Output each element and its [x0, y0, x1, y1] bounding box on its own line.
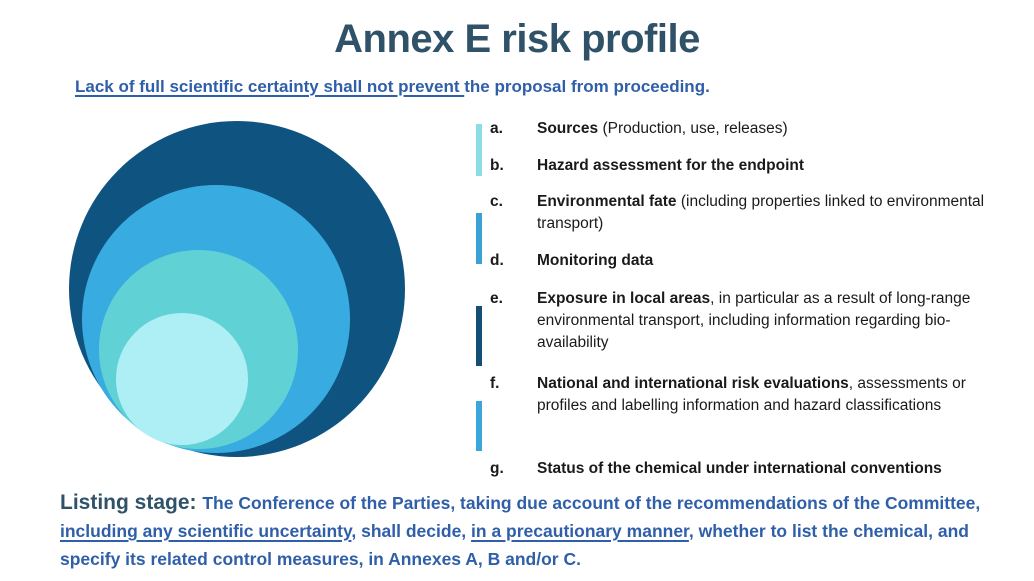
criteria-list: a. Sources (Production, use, releases) b… [470, 110, 1034, 482]
listing-segment-4-underlined: in a precautionary manner [471, 521, 689, 541]
listing-stage-label: Listing stage: [60, 491, 203, 514]
criteria-item-c: c. Environmental fate (including propert… [490, 191, 1003, 235]
item-letter: d. [490, 252, 504, 269]
criteria-item-f: f. National and international risk evalu… [490, 373, 1003, 417]
listing-segment-3: , shall decide, [351, 521, 472, 541]
item-letter: b. [490, 157, 504, 174]
item-text-bold: Status of the chemical under internation… [537, 460, 942, 477]
criteria-bar-4 [476, 401, 482, 451]
item-letter: c. [490, 193, 503, 210]
listing-stage-paragraph: Listing stage: The Conference of the Par… [60, 489, 1010, 573]
item-text-bold: National and international risk evaluati… [537, 375, 849, 392]
criteria-item-a: a. Sources (Production, use, releases) [490, 118, 1003, 140]
criteria-item-g: g. Status of the chemical under internat… [490, 458, 1003, 480]
item-text-rest: , in particular as a result of long-rang… [537, 290, 971, 351]
item-text-bold: Hazard assessment for the endpoint [537, 157, 805, 174]
item-letter: a. [490, 120, 503, 137]
item-text-bold: Exposure in local areas [537, 290, 711, 307]
item-text-rest: (including properties linked to environm… [537, 193, 985, 232]
subtitle-underlined-text: Lack of full scientific certainty shall … [75, 77, 465, 96]
item-letter: f. [490, 375, 500, 392]
page-title: Annex E risk profile [334, 17, 700, 61]
listing-segment-2-underlined: including any scientific uncertainty [60, 521, 352, 541]
listing-segment-5: , whether to list the chemical, and spec… [60, 521, 969, 569]
item-letter: g. [490, 460, 504, 477]
subtitle-rest-text: the proposal from proceeding. [464, 77, 710, 96]
criteria-item-b: b. Hazard assessment for the endpoint [490, 155, 1003, 177]
criteria-bar-1 [476, 124, 482, 176]
item-text-bold: Sources [537, 120, 599, 137]
item-letter: e. [490, 290, 503, 307]
subtitle: Lack of full scientific certainty shall … [75, 75, 710, 99]
criteria-bar-3 [476, 306, 482, 366]
criteria-bar-2 [476, 213, 482, 264]
criteria-item-e: e. Exposure in local areas, in particula… [490, 288, 1003, 354]
inner-circle [116, 313, 248, 445]
item-text-bold: Environmental fate [537, 193, 677, 210]
criteria-item-d: d. Monitoring data [490, 250, 1003, 272]
item-text-rest: , assessments or profiles and labelling … [537, 375, 966, 414]
nested-circles-diagram [69, 121, 405, 457]
item-text-bold: Monitoring data [537, 252, 654, 269]
listing-segment-1: The Conference of the Parties, taking du… [202, 493, 981, 513]
item-text-rest: (Production, use, releases) [598, 120, 788, 137]
